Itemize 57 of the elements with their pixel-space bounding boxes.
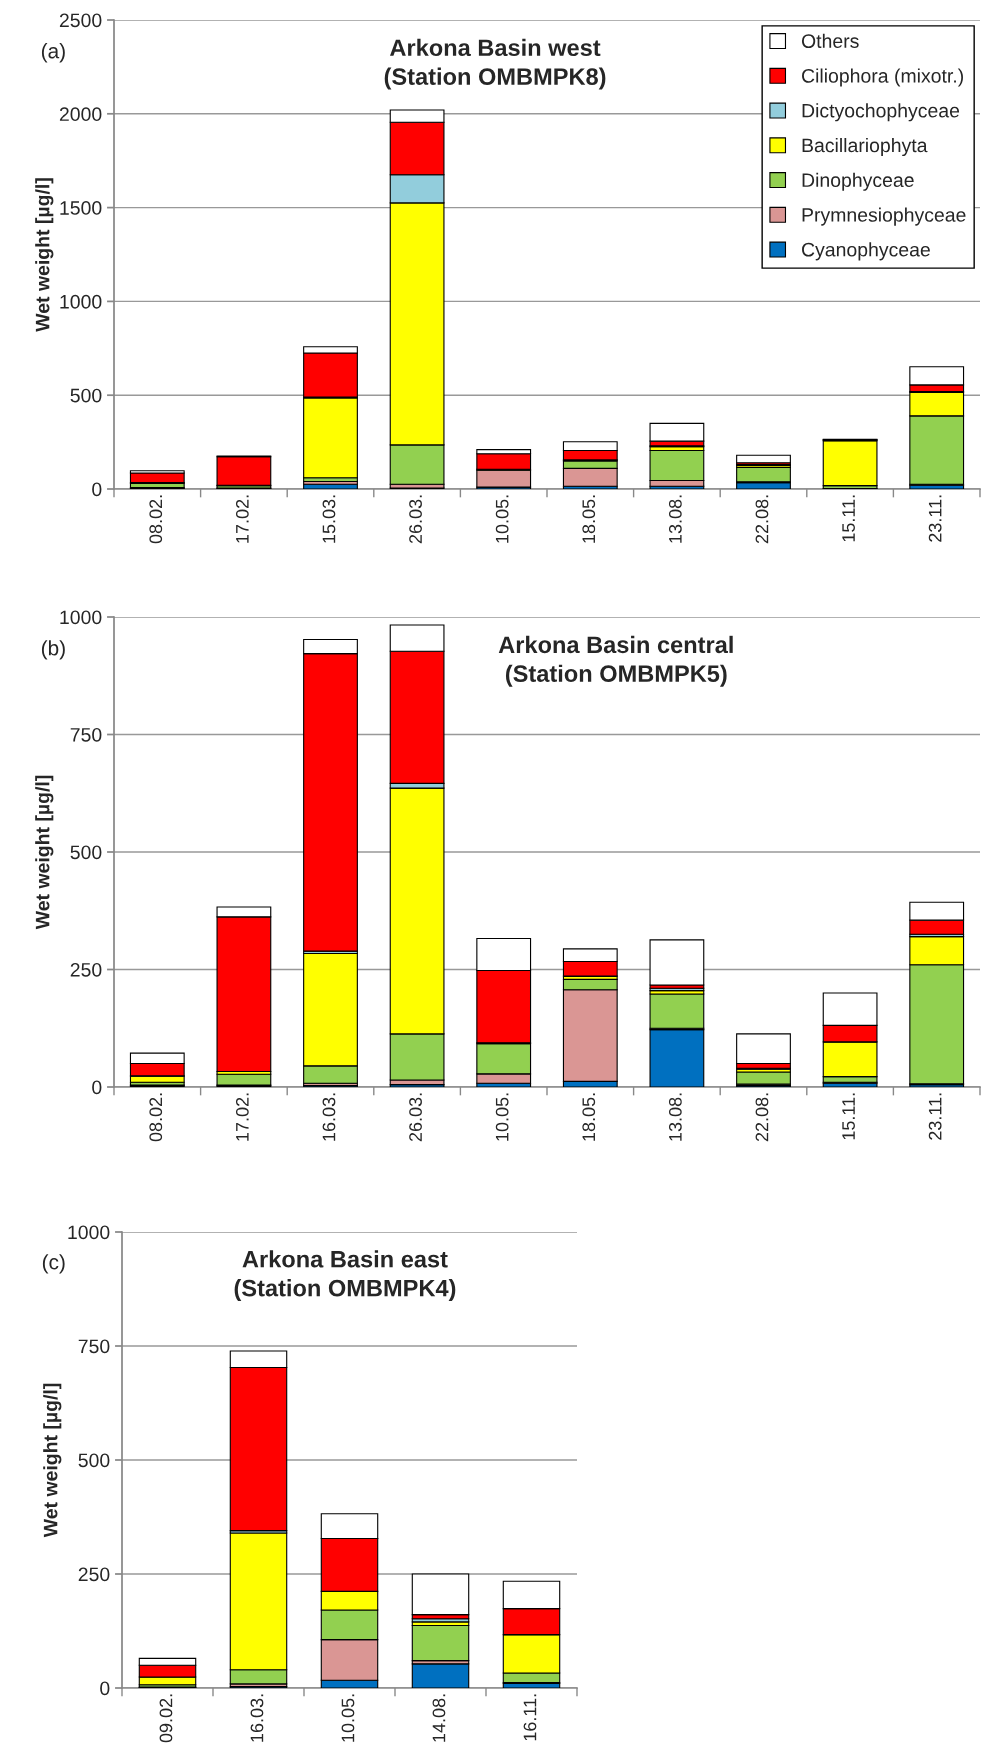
y-tick-label: 0 xyxy=(100,1681,110,1696)
y-tick-label: 2000 xyxy=(59,107,102,122)
x-tick-label: 15.11. xyxy=(842,495,855,542)
x-tick-label: 18.05. xyxy=(582,1093,596,1141)
y-tick-label: 750 xyxy=(78,1339,110,1354)
x-tick-label: 23.11. xyxy=(928,1093,942,1140)
text: (b) xyxy=(41,640,65,660)
x-tick-label: 22.08. xyxy=(755,1093,769,1142)
text: Arkona Basin east (Station OMBMPK4) xyxy=(234,1250,456,1302)
legend-label: Cyanophyceae xyxy=(802,242,930,261)
legend-label: Others xyxy=(801,33,859,48)
y-tick-label: 0 xyxy=(92,1080,102,1095)
legend-label: Prymnesiophyceae xyxy=(802,207,966,226)
x-tick-label: 08.02. xyxy=(149,1093,163,1142)
y-tick-label: 500 xyxy=(70,845,102,860)
x-tick-label: 15.03. xyxy=(322,495,336,543)
y-tick-label: 500 xyxy=(78,1453,110,1468)
legend-label: Dictyochophyceae xyxy=(802,103,960,122)
x-tick-label: 17.02. xyxy=(235,495,249,543)
x-tick-label: 09.02. xyxy=(159,1694,173,1743)
y-tick-label: 2500 xyxy=(59,13,102,28)
x-tick-label: 16.03. xyxy=(250,1694,264,1742)
y-tick-label: 0 xyxy=(92,482,102,497)
y-tick-label: 1500 xyxy=(60,201,102,215)
text: (a) xyxy=(41,43,65,63)
y-tick-label: 1000 xyxy=(68,1225,110,1240)
x-tick-label: 15.11. xyxy=(842,1093,855,1140)
y-tick-label: 1000 xyxy=(60,294,102,309)
x-tick-label: 14.08. xyxy=(432,1694,446,1742)
x-tick-label: 10.05. xyxy=(341,1694,355,1742)
y-tick-label: 250 xyxy=(78,1567,110,1582)
y-tick-label: 1000 xyxy=(60,610,102,625)
x-tick-label: 22.08. xyxy=(755,495,769,544)
legend-label: Bacillariophyta xyxy=(802,137,928,157)
y-axis-title: Wet weight [µg/l] xyxy=(43,1383,62,1538)
x-tick-label: 10.05. xyxy=(495,495,509,543)
x-tick-label: 10.05. xyxy=(495,1093,509,1141)
text: (c) xyxy=(42,1254,65,1274)
y-axis-title: Wet weight [µg/l] xyxy=(35,178,54,332)
x-tick-label: 26.03. xyxy=(409,495,422,544)
x-tick-label: 16.03. xyxy=(322,1093,336,1141)
x-tick-label: 13.08. xyxy=(668,495,682,543)
x-tick-label: 16.11. xyxy=(523,1694,537,1741)
legend-label: Ciliophora (mixotr.) xyxy=(802,68,963,87)
y-tick-label: 250 xyxy=(70,962,102,977)
x-tick-label: 18.05. xyxy=(582,495,596,543)
x-tick-label: 08.02. xyxy=(149,495,163,544)
legend-label: Dinophyceae xyxy=(802,172,914,191)
x-tick-label: 26.03. xyxy=(409,1093,422,1142)
x-tick-label: 13.08. xyxy=(668,1093,682,1141)
y-tick-label: 500 xyxy=(70,388,102,403)
x-tick-label: 17.02. xyxy=(235,1093,249,1141)
text: Arkona Basin west (Station OMBMPK8) xyxy=(384,38,606,90)
y-tick-label: 750 xyxy=(70,727,102,742)
x-tick-label: 23.11. xyxy=(928,495,942,542)
text: Arkona Basin central (Station OMBMPK5) xyxy=(498,635,733,687)
y-axis-title: Wet weight [µg/l] xyxy=(35,775,54,930)
